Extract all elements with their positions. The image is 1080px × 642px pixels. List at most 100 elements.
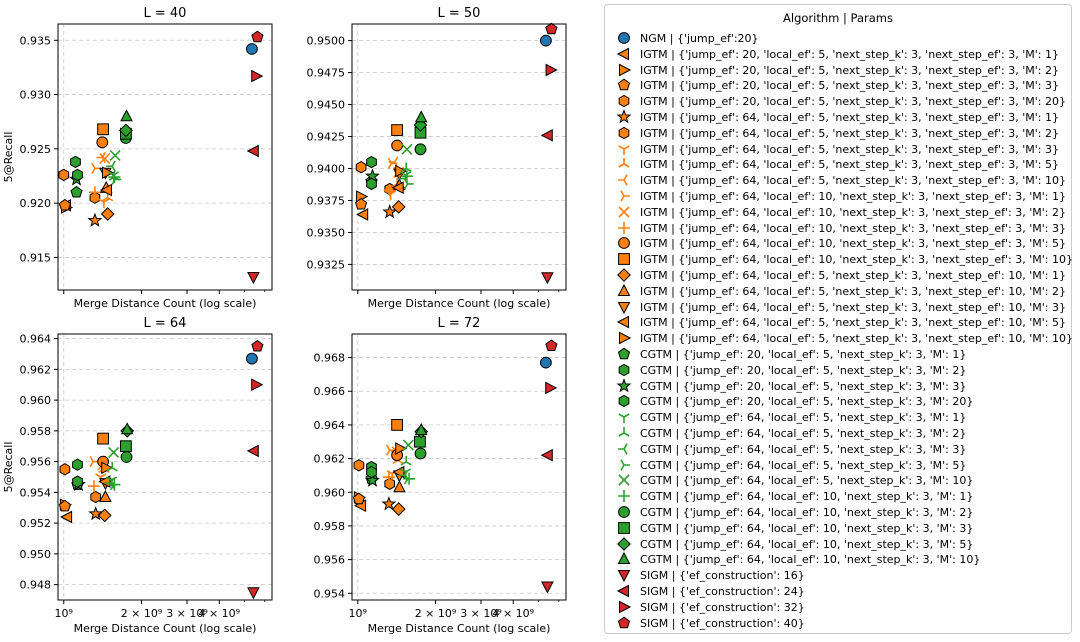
legend-label: CGTM | {'jump_ef': 64, 'local_ef': 5, 'n…	[640, 411, 967, 425]
legend-label: SIGM | {'ef_construction': 40}	[640, 616, 805, 630]
legend-entry: CGTM | {'jump_ef': 64, 'local_ef': 5, 'n…	[605, 441, 1071, 459]
x-axis-label: Merge Distance Count (log scale)	[74, 622, 257, 635]
legend-marker-shape	[617, 347, 631, 360]
legend-entry: IGTM | {'jump_ef': 64, 'local_ef': 10, '…	[605, 188, 1071, 206]
legend-marker	[617, 552, 631, 565]
legend-label: CGTM | {'jump_ef': 64, 'local_ef': 10, '…	[640, 521, 974, 535]
legend-marker	[618, 490, 630, 503]
legend-marker-shape	[618, 237, 630, 250]
y-tick-label: 0.935	[20, 34, 52, 47]
data-point	[353, 459, 365, 472]
data-point	[356, 208, 369, 221]
legend-marker	[616, 377, 632, 392]
data-point	[120, 422, 134, 435]
data-point	[540, 128, 553, 142]
y-tick-label: 0.9500	[307, 35, 346, 48]
y-tick-label: 0.956	[20, 456, 52, 469]
data-point	[97, 123, 109, 136]
legend-marker-shape	[618, 221, 630, 234]
y-axis-label: 5@Recall	[2, 442, 15, 493]
data-point	[118, 123, 133, 138]
data-point	[70, 185, 83, 198]
data-point	[391, 181, 404, 195]
legend-label: CGTM | {'jump_ef': 64, 'local_ef': 10, '…	[640, 537, 974, 551]
data-point	[98, 475, 111, 488]
legend-label: CGTM | {'jump_ef': 20, 'local_ef': 5, 'n…	[640, 348, 967, 361]
legend-entry: CGTM | {'jump_ef': 20, 'local_ef': 5, 'n…	[605, 362, 1071, 380]
legend-marker	[618, 144, 630, 155]
legend-marker-shape	[618, 363, 630, 376]
legend-label: IGTM | {'jump_ef': 64, 'local_ef': 5, 'n…	[640, 174, 1066, 188]
legend-marker-shape	[618, 427, 630, 437]
data-point	[400, 455, 412, 466]
legend-entry: SIGM | {'ef_construction': 40}	[605, 615, 1071, 633]
data-point	[120, 440, 132, 453]
chart-title: L = 50	[438, 6, 481, 21]
legend-entry: IGTM | {'jump_ef': 64, 'local_ef': 10, '…	[605, 204, 1071, 222]
x-tick-label: 4 × 10⁹	[198, 607, 240, 620]
legend-label: IGTM | {'jump_ef': 64, 'local_ef': 5, 'n…	[640, 316, 1066, 330]
y-tick-label: 0.956	[314, 554, 346, 567]
y-tick-label: 0.962	[20, 363, 52, 376]
legend-marker	[617, 78, 631, 91]
legend-label: IGTM | {'jump_ef': 64, 'local_ef': 5, 'n…	[640, 126, 1059, 140]
legend-label: IGTM | {'jump_ef': 20, 'local_ef': 5, 'n…	[640, 63, 1059, 77]
data-point	[414, 422, 428, 435]
legend-entry: IGTM | {'jump_ef': 64, 'local_ef': 10, '…	[605, 251, 1073, 269]
legend-marker	[618, 427, 630, 437]
y-tick-label: 0.954	[20, 486, 52, 499]
legend-marker	[618, 174, 628, 186]
legend-label: CGTM | {'jump_ef': 64, 'local_ef': 10, '…	[640, 506, 974, 519]
chart-panel-2: 0.9325 0.9350 0.9375 0.9400 0.9425 0.9450 0.94…	[307, 6, 567, 310]
legend-marker	[618, 206, 630, 218]
data-point	[540, 448, 553, 462]
legend-label: IGTM | {'jump_ef': 64, 'local_ef': 5, 'n…	[640, 269, 1066, 282]
legend-marker-shape	[617, 552, 631, 565]
legend-entry: IGTM | {'jump_ef': 20, 'local_ef': 5, 'n…	[605, 77, 1071, 95]
data-point	[97, 432, 109, 445]
legend-label: IGTM | {'jump_ef': 64, 'local_ef': 10, '…	[640, 205, 1066, 219]
legend-entry: IGTM | {'jump_ef': 64, 'local_ef': 5, 'n…	[605, 283, 1071, 301]
legend-marker	[617, 570, 631, 583]
data-point	[87, 212, 103, 227]
legend-marker-shape	[620, 190, 630, 202]
legend-marker	[617, 616, 631, 628]
legend-label: SIGM | {'ef_construction': 16}	[640, 569, 805, 583]
data-point	[545, 63, 558, 77]
legend-label: SIGM | {'ef_construction': 24}	[640, 585, 805, 598]
legend-marker-shape	[616, 584, 629, 598]
y-tick-label: 0.952	[20, 517, 52, 530]
legend-label: IGTM | {'jump_ef': 64, 'local_ef': 10, '…	[640, 237, 1066, 251]
data-point	[58, 198, 72, 211]
legend-marker-shape	[616, 377, 632, 392]
data-point	[366, 155, 377, 169]
legend-entry: IGTM | {'jump_ef': 64, 'local_ef': 10, '…	[605, 235, 1071, 253]
legend-label: IGTM | {'jump_ef': 20, 'local_ef': 5, 'n…	[640, 95, 1066, 109]
legend-marker	[619, 600, 632, 614]
legend-marker	[618, 126, 630, 139]
legend-entry: IGTM | {'jump_ef': 20, 'local_ef': 5, 'n…	[605, 62, 1071, 80]
y-tick-label: 0.968	[314, 352, 346, 365]
legend-label: IGTM | {'jump_ef': 64, 'local_ef': 10, '…	[640, 190, 1066, 203]
legend-marker-shape	[618, 32, 630, 44]
legend-label: IGTM | {'jump_ef': 64, 'local_ef': 5, 'n…	[640, 111, 1059, 124]
y-tick-label: 0.950	[20, 548, 52, 561]
data-point	[88, 506, 104, 521]
legend-marker-shape	[617, 616, 631, 628]
legend-marker	[618, 95, 630, 108]
data-point	[366, 465, 377, 479]
data-point	[246, 444, 259, 458]
data-point	[365, 472, 380, 487]
data-point	[391, 418, 404, 431]
chart-title: L = 72	[438, 316, 481, 331]
legend-marker	[618, 221, 630, 234]
legend-marker	[618, 395, 630, 408]
legend-marker-shape	[618, 395, 630, 408]
y-tick-label: 0.960	[20, 394, 52, 407]
legend-entry: SIGM | {'ef_construction': 32}	[605, 599, 1071, 617]
data-point	[72, 168, 83, 182]
data-point	[102, 166, 115, 180]
x-tick-label: 4 × 10⁹	[492, 607, 534, 620]
data-point	[97, 508, 112, 523]
y-axis-label: 5@Recall	[2, 132, 15, 183]
